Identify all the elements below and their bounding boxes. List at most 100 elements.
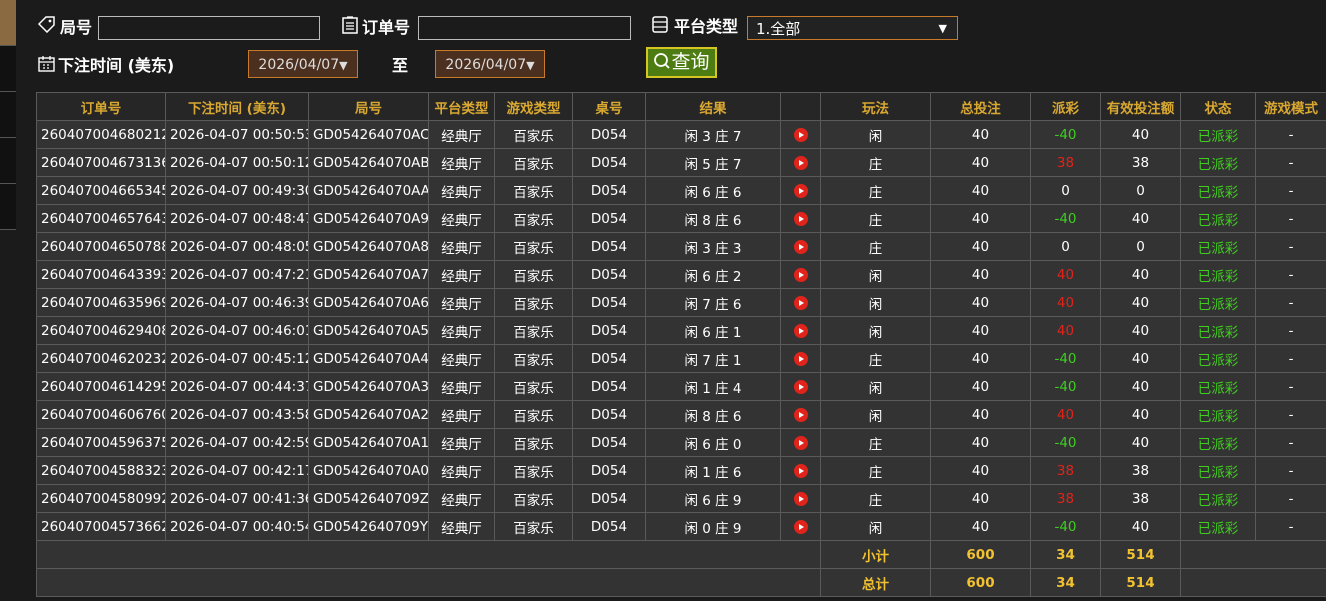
column-header: 局号 — [308, 92, 429, 121]
game-type: 百家乐 — [494, 260, 573, 289]
play: 庄 — [820, 344, 931, 373]
payout: 38 — [1030, 456, 1101, 485]
result: 闲 3 庄 7 — [645, 120, 781, 149]
status: 已派彩 — [1180, 484, 1256, 513]
platform: 经典厅 — [428, 372, 495, 401]
play-icon[interactable] — [793, 323, 808, 338]
order-id: 260407004680212 — [36, 120, 166, 149]
table-id: D054 — [572, 456, 646, 485]
table-id: D054 — [572, 428, 646, 457]
round-id: GD054264070A3 — [308, 372, 429, 401]
order-input[interactable] — [418, 16, 631, 40]
round-input[interactable] — [98, 16, 320, 40]
date-to[interactable]: 2026/04/07▼ — [435, 50, 545, 78]
result: 闲 3 庄 3 — [645, 232, 781, 261]
bet-time: 2026-04-07 00:41:36 — [165, 484, 309, 513]
status: 已派彩 — [1180, 456, 1256, 485]
play-icon[interactable] — [793, 295, 808, 310]
table-row: 260407004614295 2026-04-07 00:44:37 GD0542… — [36, 372, 1326, 401]
table-row: 260407004580992 2026-04-07 00:41:36 GD0542… — [36, 484, 1326, 513]
status: 已派彩 — [1180, 148, 1256, 177]
order-id: 260407004673136 — [36, 148, 166, 177]
to-label: 至 — [392, 56, 409, 75]
play-icon[interactable] — [793, 351, 808, 366]
total-bet: 40 — [930, 344, 1031, 373]
game-mode: - — [1255, 484, 1326, 513]
search-icon — [654, 53, 671, 69]
order-id: 260407004657643 — [36, 204, 166, 233]
valid-bet: 40 — [1100, 400, 1181, 429]
play-icon[interactable] — [793, 127, 808, 142]
play-icon[interactable] — [793, 267, 808, 282]
total-bet: 40 — [930, 176, 1031, 205]
play: 庄 — [820, 428, 931, 457]
game-mode: - — [1255, 148, 1326, 177]
round-id: GD054264070AC — [308, 120, 429, 149]
status: 已派彩 — [1180, 260, 1256, 289]
video-cell — [780, 428, 821, 457]
table-id: D054 — [572, 400, 646, 429]
game-mode: - — [1255, 428, 1326, 457]
bet-time: 2026-04-07 00:42:59 — [165, 428, 309, 457]
query-text: 查询 — [671, 51, 710, 73]
play-icon[interactable] — [793, 379, 808, 394]
platform: 经典厅 — [428, 456, 495, 485]
query-button[interactable]: 查询 — [646, 47, 717, 78]
play-icon[interactable] — [793, 435, 808, 450]
summary-bet: 600 — [930, 568, 1031, 597]
doc-icon — [342, 16, 358, 34]
play-icon[interactable] — [793, 155, 808, 170]
column-header: 平台类型 — [428, 92, 495, 121]
table-row: 260407004573662 2026-04-07 00:40:54 GD0542… — [36, 512, 1326, 541]
table-id: D054 — [572, 372, 646, 401]
play-icon[interactable] — [793, 407, 808, 422]
bet-time: 2026-04-07 00:42:17 — [165, 456, 309, 485]
video-cell — [780, 372, 821, 401]
column-header: 桌号 — [572, 92, 646, 121]
time-label: 下注时间 (美东) — [58, 56, 175, 75]
game-type: 百家乐 — [494, 120, 573, 149]
play: 闲 — [820, 288, 931, 317]
total-bet: 40 — [930, 120, 1031, 149]
play-icon[interactable] — [793, 463, 808, 478]
round-id: GD0542640709Z — [308, 484, 429, 513]
column-header — [780, 92, 821, 121]
round-label: 局号 — [60, 18, 93, 37]
valid-bet: 40 — [1100, 260, 1181, 289]
table-id: D054 — [572, 484, 646, 513]
platform-select[interactable]: 1.全部 ▼ — [747, 16, 958, 40]
payout: -40 — [1030, 120, 1101, 149]
play-icon[interactable] — [793, 183, 808, 198]
summary-bet: 600 — [930, 540, 1031, 569]
date-from[interactable]: 2026/04/07▼ — [248, 50, 358, 78]
table-id: D054 — [572, 316, 646, 345]
sidebar-tab — [0, 138, 16, 184]
platform: 经典厅 — [428, 260, 495, 289]
video-cell — [780, 316, 821, 345]
round-id: GD054264070A9 — [308, 204, 429, 233]
game-type: 百家乐 — [494, 456, 573, 485]
platform: 经典厅 — [428, 512, 495, 541]
table-row: 260407004620232 2026-04-07 00:45:12 GD0542… — [36, 344, 1326, 373]
valid-bet: 0 — [1100, 176, 1181, 205]
bet-time: 2026-04-07 00:43:58 — [165, 400, 309, 429]
total-bet: 40 — [930, 456, 1031, 485]
play-icon[interactable] — [793, 211, 808, 226]
play-icon[interactable] — [793, 491, 808, 506]
result: 闲 1 庄 4 — [645, 372, 781, 401]
bet-time: 2026-04-07 00:46:39 — [165, 288, 309, 317]
game-mode: - — [1255, 176, 1326, 205]
bet-table: 订单号 下注时间 (美东) 局号 平台类型 游戏类型 桌号 结果 玩法 总投注 派彩 有效投注额 状态… — [36, 92, 1326, 597]
order-id: 260407004665345 — [36, 176, 166, 205]
status: 已派彩 — [1180, 344, 1256, 373]
valid-bet: 40 — [1100, 344, 1181, 373]
result: 闲 1 庄 6 — [645, 456, 781, 485]
play-icon[interactable] — [793, 239, 808, 254]
play-icon[interactable] — [793, 519, 808, 534]
bet-time: 2026-04-07 00:40:54 — [165, 512, 309, 541]
sidebar-tab — [0, 0, 16, 46]
sidebar-tab — [0, 92, 16, 138]
result: 闲 8 庄 6 — [645, 204, 781, 233]
game-mode: - — [1255, 260, 1326, 289]
valid-bet: 40 — [1100, 316, 1181, 345]
